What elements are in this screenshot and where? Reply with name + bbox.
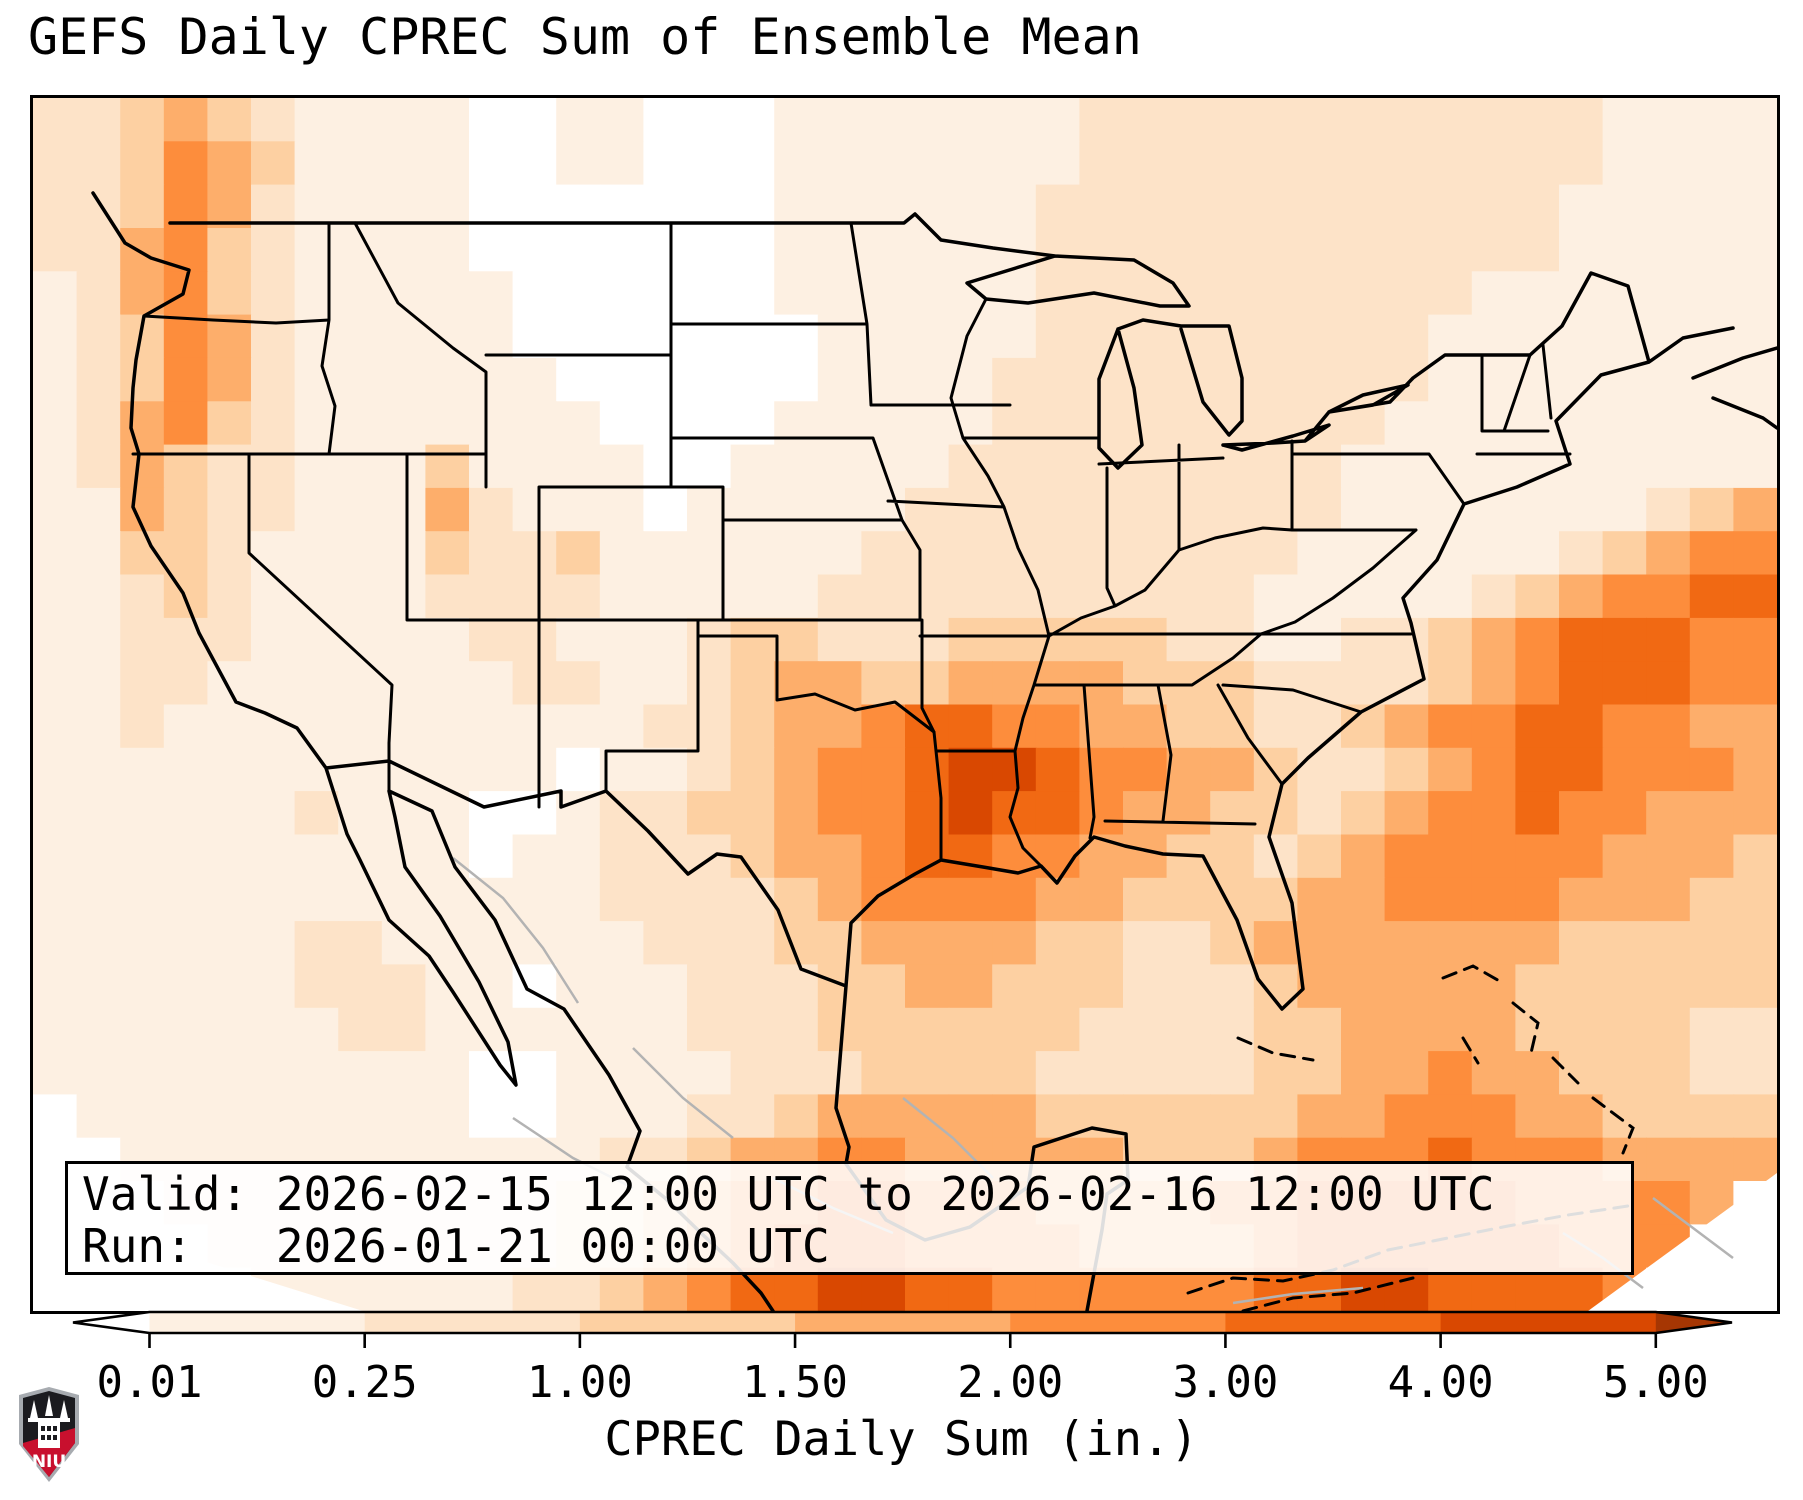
valid-run-info-box: Valid: 2026-02-15 12:00 UTC to 2026-02-1… xyxy=(65,1161,1634,1275)
map-canvas: Valid: 2026-02-15 12:00 UTC to 2026-02-1… xyxy=(30,95,1780,1314)
logo-text: NIU xyxy=(32,1452,66,1472)
colorbar-tick-label: 1.50 xyxy=(742,1357,849,1408)
logo-shield-band xyxy=(23,1428,75,1477)
colorbar-tick-label: 2.00 xyxy=(957,1357,1064,1408)
run-time-text: Run: 2026-01-21 00:00 UTC xyxy=(82,1219,830,1273)
nodata-wedge-right xyxy=(1588,1173,1777,1311)
colorbar-tick-label: 4.00 xyxy=(1387,1357,1494,1408)
colorbar-tick-label: 3.00 xyxy=(1172,1357,1279,1408)
page-title: GEFS Daily CPREC Sum of Ensemble Mean xyxy=(28,8,1142,66)
colorbar-tick-label: 0.01 xyxy=(96,1357,203,1408)
colorbar-tick-label: 5.00 xyxy=(1602,1357,1709,1408)
colorbar-tick-label: 1.00 xyxy=(526,1357,633,1408)
colorbar-tick-label: 0.25 xyxy=(311,1357,418,1408)
castle-icon xyxy=(28,1395,70,1448)
colorbar-segments xyxy=(72,1310,1733,1335)
precip-raster-layer xyxy=(33,98,1777,1311)
colorbar-axis-label: CPREC Daily Sum (in.) xyxy=(604,1412,1199,1467)
niu-logo: NIU xyxy=(19,1387,79,1482)
valid-time-text: Valid: 2026-02-15 12:00 UTC to 2026-02-1… xyxy=(82,1167,1495,1221)
colorbar xyxy=(72,1310,1733,1348)
colorbar-ticks xyxy=(148,1333,1658,1348)
us-precipitation-map xyxy=(33,98,1777,1311)
state-borders xyxy=(131,221,1572,885)
